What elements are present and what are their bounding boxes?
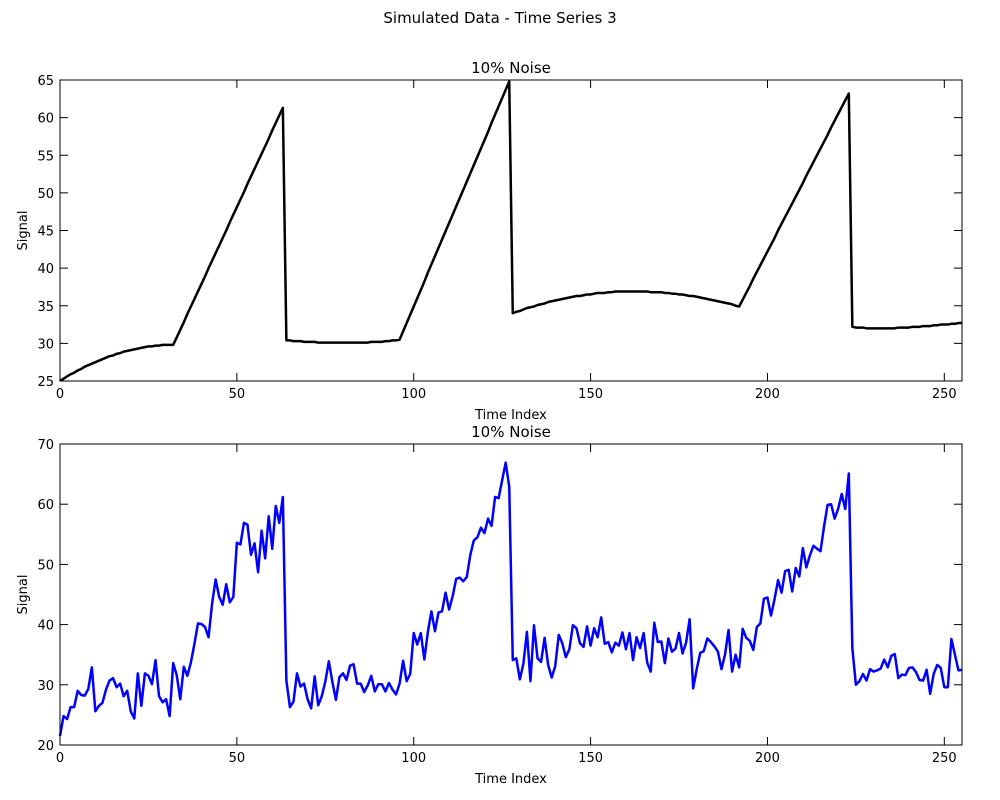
x-axis-label: Time Index — [474, 408, 547, 423]
x-tick-label: 150 — [578, 751, 603, 766]
axes-title: 10% Noise — [471, 59, 551, 77]
y-tick-label: 50 — [37, 187, 54, 202]
y-tick-label: 35 — [37, 300, 54, 315]
y-tick-label: 40 — [37, 619, 54, 634]
y-tick-label: 45 — [37, 225, 54, 240]
x-tick-label: 50 — [229, 387, 246, 402]
y-tick-label: 70 — [37, 438, 54, 453]
y-tick-label: 40 — [37, 262, 54, 277]
axes-frame — [59, 443, 963, 746]
x-tick-label: 100 — [401, 387, 426, 402]
y-tick-label: 20 — [37, 739, 54, 754]
x-tick-label: 200 — [755, 387, 780, 402]
y-tick-label: 65 — [37, 74, 54, 89]
x-tick-label: 0 — [56, 751, 64, 766]
y-tick-label: 60 — [37, 112, 54, 127]
y-tick-label: 60 — [37, 498, 54, 513]
y-axis-label: Signal — [16, 211, 31, 251]
y-tick-label: 30 — [37, 337, 54, 352]
axes-title: 10% Noise — [471, 423, 551, 441]
x-tick-label: 150 — [578, 387, 603, 402]
x-axis-label: Time Index — [474, 772, 547, 787]
y-tick-label: 55 — [37, 149, 54, 164]
x-tick-label: 200 — [755, 751, 780, 766]
y-tick-label: 30 — [37, 679, 54, 694]
x-tick-label: 100 — [401, 751, 426, 766]
y-tick-label: 50 — [37, 558, 54, 573]
x-tick-label: 0 — [56, 387, 64, 402]
figure-title: Simulated Data - Time Series 3 — [383, 9, 616, 27]
x-tick-label: 50 — [229, 751, 246, 766]
x-tick-label: 250 — [932, 387, 957, 402]
data-line — [58, 461, 963, 737]
y-axis-label: Signal — [16, 575, 31, 615]
y-tick-label: 25 — [37, 375, 54, 390]
x-tick-label: 250 — [932, 751, 957, 766]
data-line — [59, 80, 962, 383]
